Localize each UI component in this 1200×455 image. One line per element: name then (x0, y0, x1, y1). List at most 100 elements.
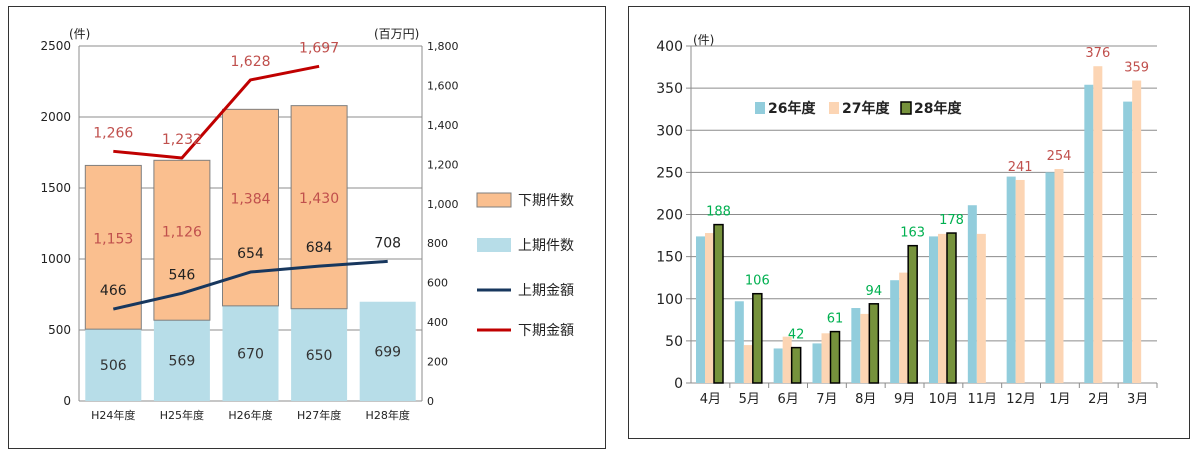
bar-fy26 (1006, 176, 1016, 383)
left-chart-panel: 0 500 1000 1500 2000 2500 0 200 400 600 800 1,000 1,… (8, 6, 606, 449)
y-tick-label: 0 (674, 376, 683, 392)
bar-fy26 (1084, 84, 1094, 383)
bar-fy26 (929, 236, 938, 383)
bar-fy26 (1123, 101, 1133, 383)
bar-fy26 (696, 236, 705, 383)
bar-fy28 (907, 244, 918, 384)
y-tick-label: 300 (656, 123, 683, 139)
y-tick-label: 2500 (40, 39, 71, 53)
data-label-fy28: 188 (706, 205, 731, 220)
bar-fy26 (890, 280, 900, 383)
line-lower-half-amount (113, 64, 320, 160)
bar-fy27 (1093, 66, 1103, 383)
legend-swatch (900, 101, 912, 115)
legend-label: 28年度 (914, 100, 962, 117)
data-label-fy28: 106 (745, 274, 770, 289)
data-label-upper-half-count: 670 (237, 346, 264, 362)
bar-lower-half-count (290, 105, 348, 310)
y-tick-label: 200 (656, 208, 683, 224)
legend-swatch (477, 238, 511, 252)
bar-upper-half-count (85, 329, 142, 401)
bar-fy27 (1132, 80, 1142, 383)
x-tick-label: H25年度 (160, 408, 204, 422)
data-label-fy27: 254 (1047, 149, 1072, 164)
bar-fy27 (821, 333, 831, 383)
y-tick-label: 350 (656, 81, 683, 97)
data-label-lower-half-count: 1,153 (93, 231, 133, 247)
data-label-fy28: 42 (788, 328, 805, 343)
bar-fy27 (938, 233, 947, 383)
x-tick-label: 7月 (816, 392, 837, 407)
bar-fy26 (1045, 172, 1055, 383)
bar-fy26 (773, 348, 783, 383)
y-tick-label: 150 (656, 250, 683, 266)
bar-fy28 (829, 330, 841, 384)
y-tick-label: 2000 (40, 110, 71, 124)
y2-tick-label: 1,600 (427, 79, 459, 92)
data-label-upper-half-amount: 684 (306, 240, 333, 256)
y2-tick-label: 0 (427, 395, 434, 408)
legend-label: 下期金額 (518, 323, 574, 339)
data-label-lower-half-count: 1,430 (299, 191, 339, 207)
data-label-upper-half-count: 569 (169, 354, 196, 370)
data-label-upper-half-amount: 546 (169, 267, 196, 283)
y-tick-label: 1500 (40, 181, 71, 195)
bar-fy28 (790, 346, 802, 384)
y2-tick-label: 600 (427, 277, 448, 290)
bar-fy26 (812, 343, 822, 383)
data-label-upper-half-amount: 654 (237, 246, 264, 262)
data-label-fy28: 163 (900, 226, 925, 241)
x-tick-label: H28年度 (366, 408, 410, 422)
data-label-upper-half-amount: 466 (100, 283, 127, 299)
y-tick-label: 250 (656, 165, 683, 181)
data-label-upper-half-count: 699 (374, 344, 401, 360)
bar-fy26 (967, 205, 977, 383)
y-tick-label: 50 (665, 334, 683, 350)
bar-fy27 (1054, 169, 1064, 383)
x-tick-label: H27年度 (297, 408, 341, 422)
right-chart-panel: 0 50 100 150 200 250 300 350 400 (件) 4月 5月 6月 7月 8月 9月 1… (628, 6, 1190, 439)
data-label-upper-half-amount: 708 (374, 235, 401, 251)
y-tick-label: 1000 (40, 252, 71, 266)
x-tick-label: H26年度 (228, 408, 272, 422)
bar-upper-half-count (359, 301, 416, 401)
bar-fy26 (734, 301, 744, 383)
y2-tick-label: 1,800 (427, 40, 459, 53)
y2-tick-label: 200 (427, 356, 448, 369)
y2-tick-label: 800 (427, 237, 448, 250)
bar-fy27 (860, 313, 870, 383)
bar-fy28 (752, 292, 763, 384)
bar-fy28 (713, 223, 724, 384)
data-label-fy27: 376 (1085, 46, 1110, 61)
left-chart: 0 500 1000 1500 2000 2500 0 200 400 600 800 1,000 1,… (40, 27, 574, 422)
data-label-fy27: 359 (1124, 61, 1149, 76)
data-label-lower-half-amount: 1,266 (93, 125, 133, 141)
y-tick-label: 500 (48, 323, 71, 337)
legend-label: 上期金額 (518, 283, 574, 299)
right-chart: 0 50 100 150 200 250 300 350 400 (件) 4月 5月 6月 7月 8月 9月 1… (656, 33, 1158, 407)
data-label-lower-half-count: 1,126 (162, 224, 202, 240)
y2-tick-label: 1,000 (427, 198, 459, 211)
x-tick-label: 4月 (700, 392, 721, 407)
bar-fy27 (899, 272, 909, 383)
y2-tick-label: 1,200 (427, 158, 459, 171)
data-label-lower-half-count: 1,384 (230, 192, 270, 208)
x-tick-label: 6月 (777, 392, 798, 407)
bar-upper-half-count (153, 320, 210, 401)
bar-fy27 (976, 233, 986, 383)
bar-fy28 (946, 232, 957, 384)
y-tick-label: 0 (63, 394, 71, 408)
x-tick-label: 8月 (855, 392, 876, 407)
bar-upper-half-count (291, 308, 348, 401)
bar-fy27 (705, 233, 714, 383)
data-label-upper-half-count: 506 (100, 358, 127, 374)
x-tick-label: 2月 (1088, 392, 1109, 407)
y2-tick-label: 1,400 (427, 119, 459, 132)
bar-fy27 (743, 345, 753, 383)
bar-fy27 (1015, 179, 1025, 383)
data-label-fy27: 241 (1008, 160, 1033, 175)
x-tick-label: 11月 (967, 392, 997, 407)
y-tick-label: 100 (656, 292, 683, 308)
y-unit-label: (件) (69, 27, 90, 41)
legend-label: 26年度 (768, 100, 816, 117)
